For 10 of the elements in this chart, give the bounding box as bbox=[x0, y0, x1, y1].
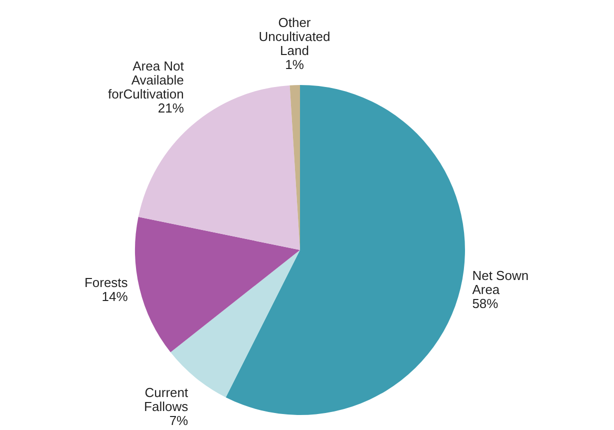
slice-label: Current Fallows bbox=[144, 385, 189, 414]
data-label: 7% bbox=[169, 413, 189, 428]
data-label: 58% bbox=[472, 296, 499, 311]
data-label: 21% bbox=[158, 100, 184, 116]
slice-label: Other Uncultivated Land bbox=[258, 15, 330, 58]
data-label: 1% bbox=[285, 57, 304, 72]
slice-label: Forests bbox=[84, 274, 128, 290]
data-label: 14% bbox=[102, 288, 128, 304]
slice-label: Net Sown Area bbox=[472, 268, 529, 297]
slice-label: Area Not Available forCultivation bbox=[108, 58, 184, 102]
